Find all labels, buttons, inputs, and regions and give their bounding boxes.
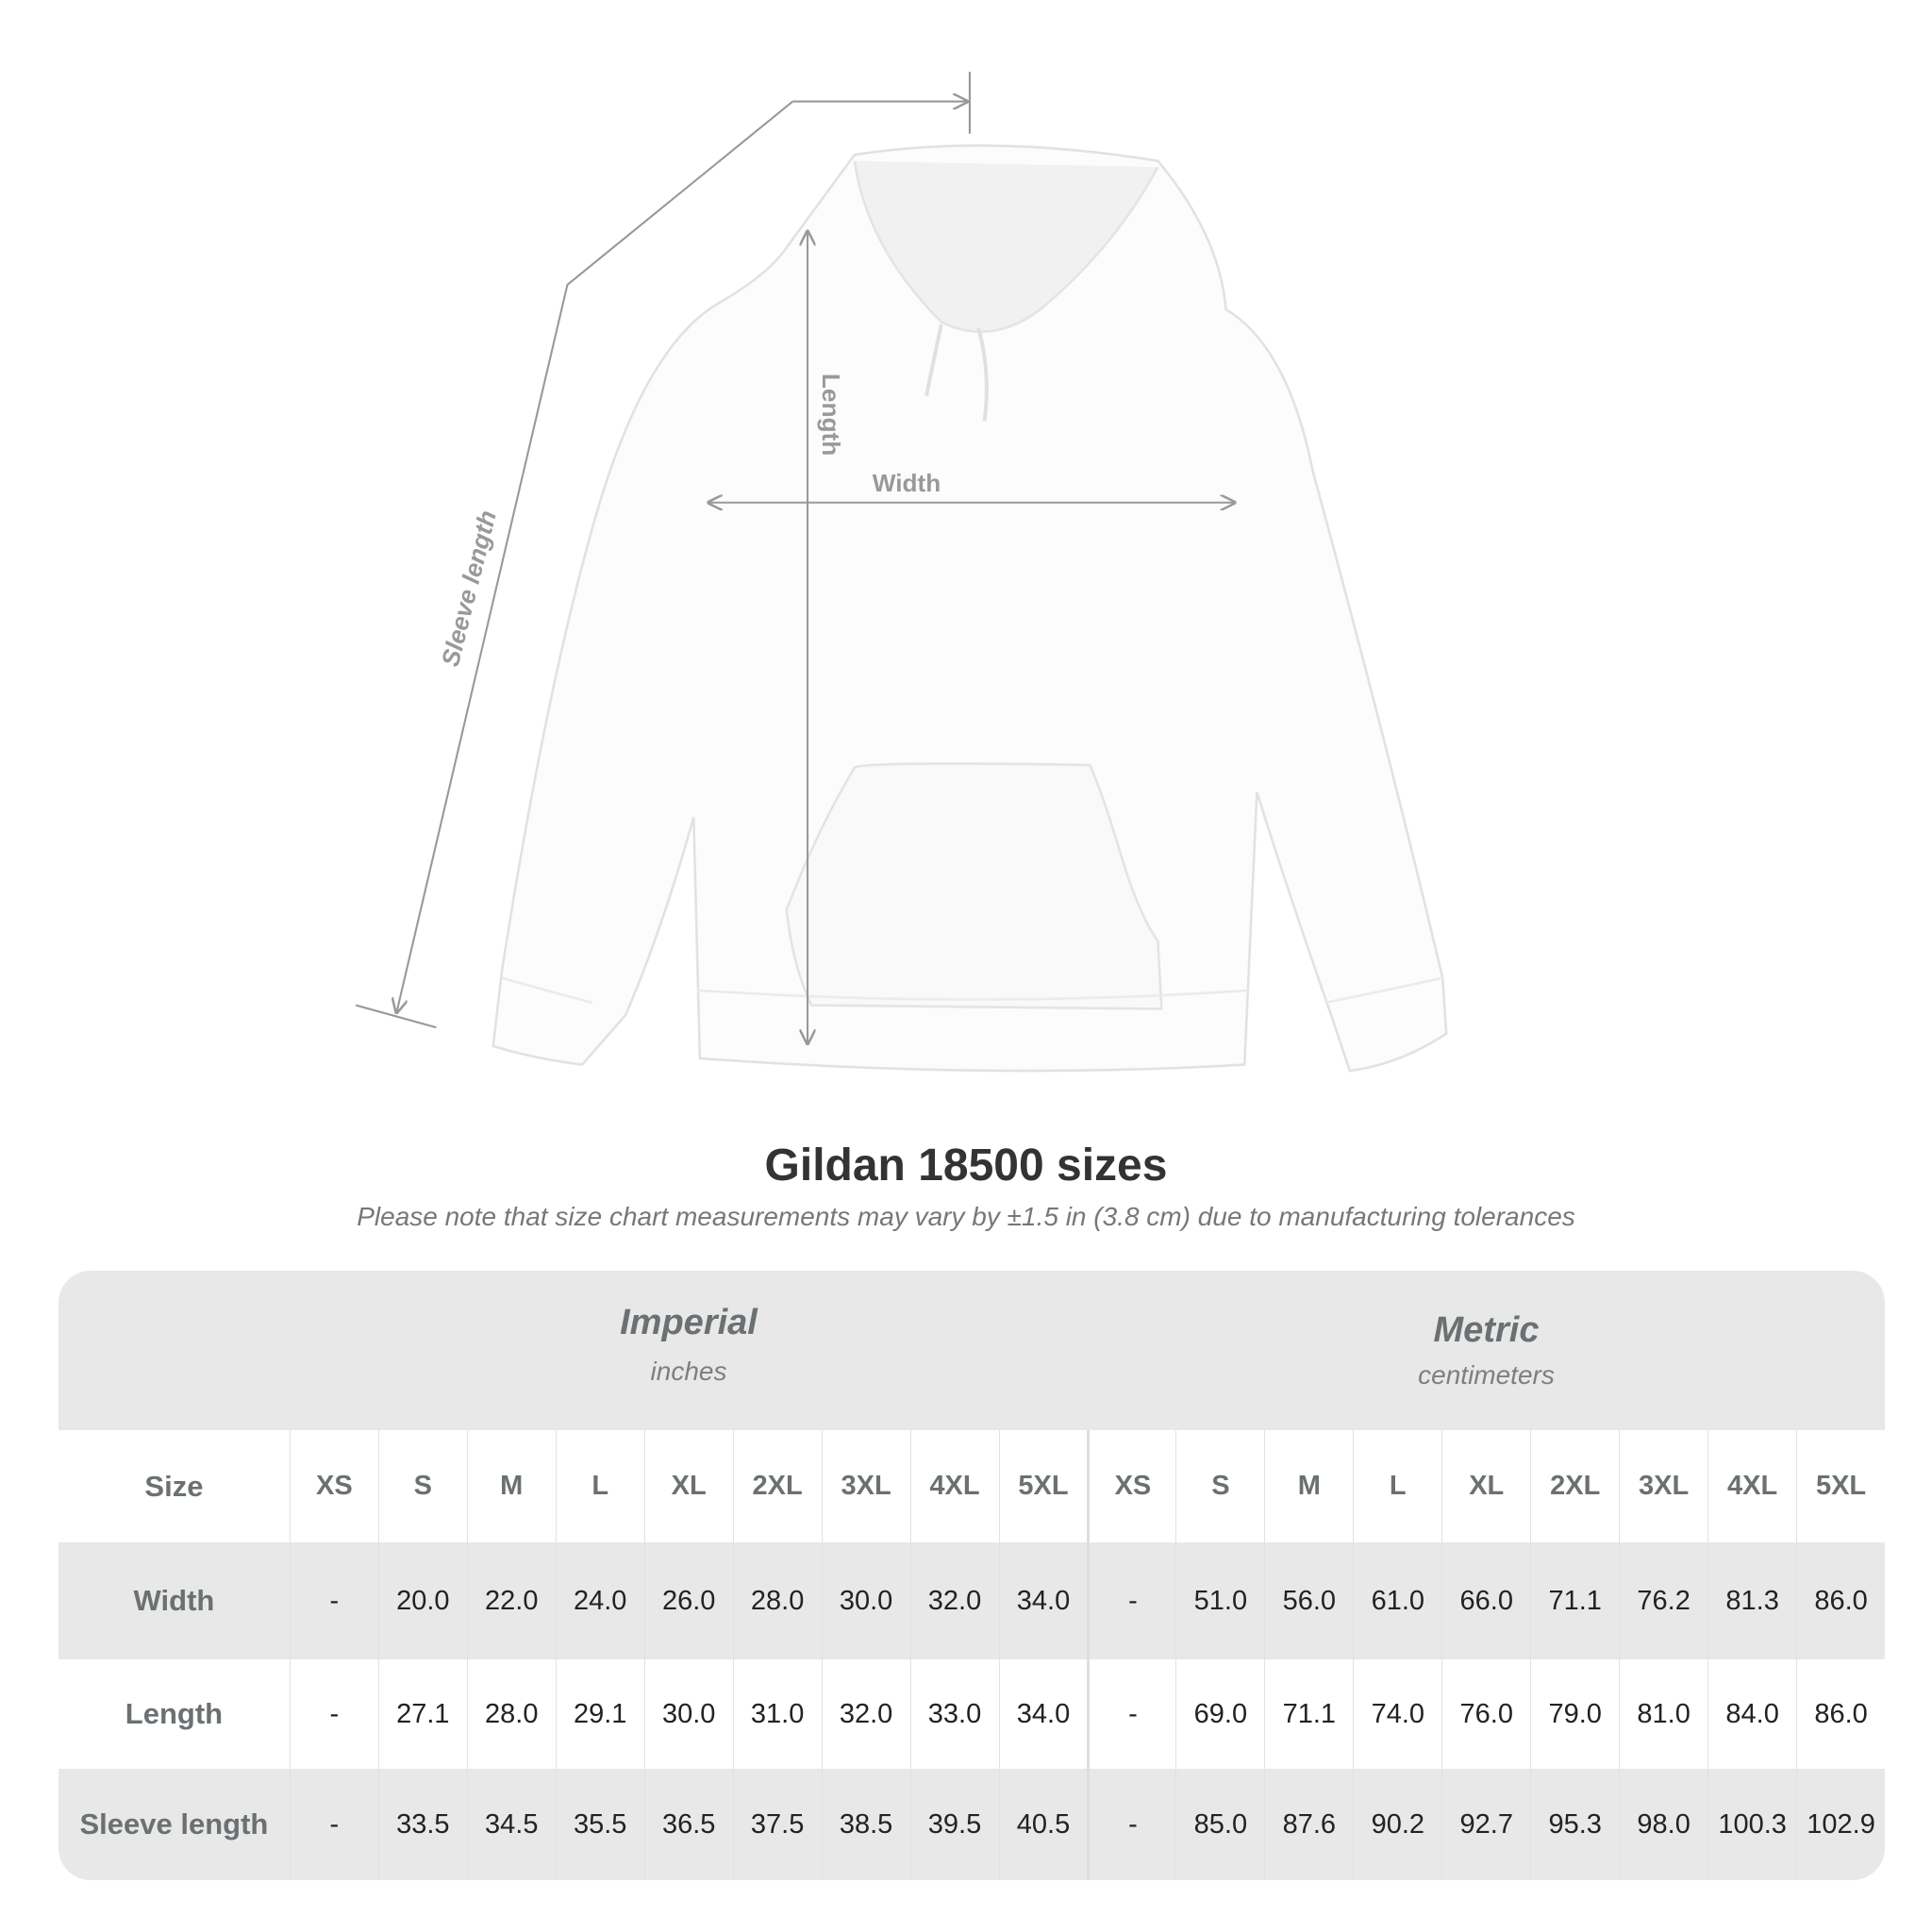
- imperial-value-cell: 37.5: [732, 1769, 822, 1880]
- metric-value-cell: 92.7: [1441, 1769, 1530, 1880]
- table-row: Sleeve length -33.5 34.5 35.5 36.5 37.5 38.5 39…: [58, 1769, 1885, 1880]
- metric-value-cell: 85.0: [1175, 1769, 1264, 1880]
- page-title: Gildan 18500 sizes: [764, 1141, 1168, 1191]
- row-label: Sleeve length: [79, 1807, 269, 1840]
- metric-value-cell: 76.0: [1441, 1659, 1530, 1769]
- metric-value-cell: 90.2: [1353, 1769, 1441, 1880]
- imperial-value-cell: 29.1: [555, 1659, 644, 1769]
- imperial-group-header: Imperial inches: [290, 1271, 1088, 1430]
- hoodie-illustration: Sleeve length Length Width: [355, 72, 1448, 1073]
- size-table: Imperial inches Metric centimeters Size X…: [58, 1271, 1885, 1880]
- metric-value-cell: 56.0: [1264, 1542, 1353, 1659]
- metric-value-cell: 81.0: [1619, 1659, 1707, 1769]
- metric-value-cell: 84.0: [1707, 1659, 1796, 1769]
- width-label: Width: [873, 469, 941, 497]
- metric-size-xs: XS: [1087, 1430, 1175, 1542]
- imperial-value-cell: -: [289, 1542, 378, 1659]
- table-row: Width -20.0 22.0 24.0 26.0 28.0 30.0 32.0 34.0-5…: [58, 1542, 1885, 1659]
- metric-value-cell: 61.0: [1353, 1542, 1441, 1659]
- metric-value-cell: -: [1087, 1769, 1175, 1880]
- imperial-value-cell: 32.0: [821, 1659, 910, 1769]
- metric-value-cell: 98.0: [1619, 1769, 1707, 1880]
- metric-size-3xl: 3XL: [1619, 1430, 1707, 1542]
- metric-value-cell: 76.2: [1619, 1542, 1707, 1659]
- row-band-width: [58, 1542, 1885, 1659]
- table-row: Length -27.1 28.0 29.1 30.0 31.0 32.0 33.0 34.0-…: [58, 1659, 1885, 1769]
- metric-value-cell: 95.3: [1530, 1769, 1619, 1880]
- imperial-value-cell: 34.5: [466, 1769, 556, 1880]
- imperial-size-2xl: 2XL: [732, 1430, 822, 1542]
- imperial-value-cell: 31.0: [732, 1659, 822, 1769]
- imperial-size-s: S: [377, 1430, 467, 1542]
- imperial-value-cell: 34.0: [998, 1659, 1088, 1769]
- metric-value-cell: 74.0: [1353, 1659, 1441, 1769]
- metric-size-l: L: [1353, 1430, 1441, 1542]
- sleeve-length-label: Sleeve length: [436, 508, 502, 669]
- imperial-value-cell: 36.5: [643, 1769, 733, 1880]
- metric-value-cell: 71.1: [1264, 1659, 1353, 1769]
- metric-title: Metric: [1433, 1310, 1540, 1350]
- imperial-value-cell: 33.5: [377, 1769, 467, 1880]
- metric-value-cell: 51.0: [1175, 1542, 1264, 1659]
- imperial-value-cell: 33.0: [909, 1659, 999, 1769]
- metric-value-cell: 81.3: [1707, 1542, 1796, 1659]
- size-header-row: Size XS S M L XL 2XL 3XL 4XL 5XL XS S M L XL 2XL 3XL 4XL 5…: [58, 1430, 1885, 1542]
- metric-value-cell: 86.0: [1796, 1659, 1885, 1769]
- imperial-size-xs: XS: [289, 1430, 378, 1542]
- metric-size-5xl: 5XL: [1796, 1430, 1885, 1542]
- metric-value-cell: 87.6: [1264, 1769, 1353, 1880]
- imperial-size-3xl: 3XL: [821, 1430, 910, 1542]
- imperial-size-xl: XL: [643, 1430, 733, 1542]
- metric-value-cell: 66.0: [1441, 1542, 1530, 1659]
- row-label: Length: [125, 1697, 224, 1730]
- tolerance-note: Please note that size chart measurements…: [357, 1202, 1575, 1231]
- metric-value-cell: 79.0: [1530, 1659, 1619, 1769]
- metric-value-cell: 71.1: [1530, 1542, 1619, 1659]
- imperial-value-cell: 28.0: [466, 1659, 556, 1769]
- imperial-value-cell: -: [289, 1659, 378, 1769]
- length-label: Length: [817, 374, 845, 456]
- imperial-value-cell: 30.0: [821, 1542, 910, 1659]
- imperial-size-l: L: [555, 1430, 644, 1542]
- row-band-sleeve: [58, 1769, 1885, 1880]
- imperial-value-cell: 24.0: [555, 1542, 644, 1659]
- metric-group-header: Metric centimeters: [1088, 1271, 1885, 1430]
- size-label: Size: [144, 1469, 204, 1503]
- metric-unit: centimeters: [1418, 1360, 1555, 1390]
- imperial-value-cell: 26.0: [643, 1542, 733, 1659]
- imperial-value-cell: 39.5: [909, 1769, 999, 1880]
- imperial-value-cell: 30.0: [643, 1659, 733, 1769]
- metric-size-m: M: [1264, 1430, 1353, 1542]
- header-band: [58, 1271, 1885, 1430]
- metric-size-4xl: 4XL: [1707, 1430, 1796, 1542]
- metric-size-xl: XL: [1441, 1430, 1530, 1542]
- imperial-title: Imperial: [620, 1303, 758, 1342]
- imperial-value-cell: 40.5: [998, 1769, 1088, 1880]
- imperial-value-cell: 20.0: [377, 1542, 467, 1659]
- sleeve-start-tick: [355, 1004, 437, 1029]
- metric-value-cell: 100.3: [1707, 1769, 1796, 1880]
- hoodie-image: [491, 144, 1448, 1073]
- imperial-size-5xl: 5XL: [998, 1430, 1088, 1542]
- metric-size-2xl: 2XL: [1530, 1430, 1619, 1542]
- imperial-value-cell: -: [289, 1769, 378, 1880]
- imperial-value-cell: 27.1: [377, 1659, 467, 1769]
- imperial-unit: inches: [650, 1357, 727, 1386]
- imperial-value-cell: 32.0: [909, 1542, 999, 1659]
- row-label: Width: [133, 1584, 215, 1617]
- sleeve-length-line: [396, 100, 793, 1013]
- imperial-value-cell: 38.5: [821, 1769, 910, 1880]
- imperial-value-cell: 22.0: [466, 1542, 556, 1659]
- imperial-size-m: M: [466, 1430, 556, 1542]
- metric-value-cell: 86.0: [1796, 1542, 1885, 1659]
- metric-size-s: S: [1175, 1430, 1264, 1542]
- metric-value-cell: 102.9: [1796, 1769, 1885, 1880]
- metric-value-cell: 69.0: [1175, 1659, 1264, 1769]
- imperial-value-cell: 34.0: [998, 1542, 1088, 1659]
- imperial-value-cell: 28.0: [732, 1542, 822, 1659]
- imperial-value-cell: 35.5: [555, 1769, 644, 1880]
- metric-value-cell: -: [1087, 1542, 1175, 1659]
- imperial-size-4xl: 4XL: [909, 1430, 999, 1542]
- metric-value-cell: -: [1087, 1659, 1175, 1769]
